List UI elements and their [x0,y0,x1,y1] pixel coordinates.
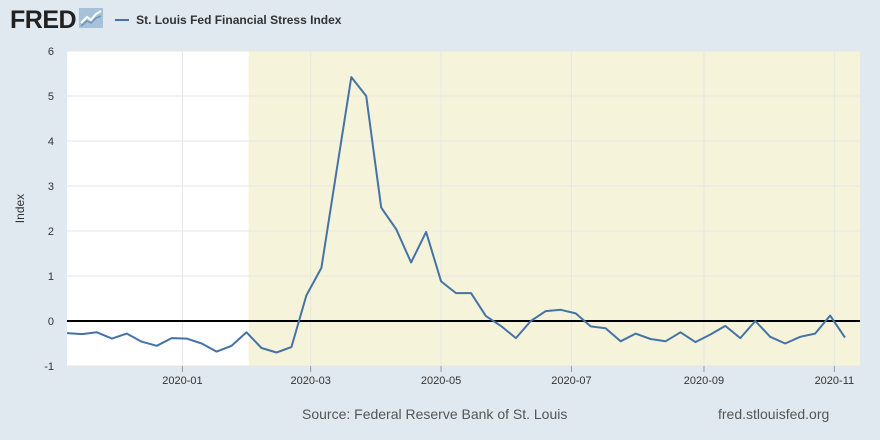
y-tick-label: 3 [48,181,54,193]
source-url[interactable]: fred.stlouisfed.org [718,406,830,422]
series-line[interactable] [66,76,846,354]
fred-logo[interactable]: FRED [10,6,77,34]
y-axis-ticks: -1 0 1 2 3 4 5 6 [44,46,54,373]
chart-line-icon [79,7,104,33]
y-tick-label: 5 [48,91,54,103]
y-tick-label: -1 [44,361,54,373]
source-note: Source: Federal Reserve Bank of St. Loui… [302,406,568,422]
y-tick-label: 0 [48,316,54,328]
legend-label: St. Louis Fed Financial Stress Index [136,13,342,27]
x-tick-label: 2020-07 [551,375,591,387]
x-axis-ticks: 2020-01 2020-03 2020-05 2020-07 2020-09 2020-… [162,366,854,387]
x-tick-label: 2020-03 [290,375,330,387]
x-tick-label: 2020-11 [815,375,855,387]
y-tick-label: 2 [48,226,54,238]
recession-shading [248,51,860,366]
y-tick-label: 6 [48,46,54,58]
grid-lines [67,50,860,367]
x-tick-label: 2020-01 [162,375,202,387]
y-tick-label: 4 [48,136,54,148]
legend[interactable]: St. Louis Fed Financial Stress Index [115,13,341,27]
y-tick-label: 1 [48,271,54,283]
chart-header: FRED St. Louis Fed Financial Stress Inde… [10,6,341,34]
y-axis-label: Index [13,194,27,223]
x-tick-label: 2020-09 [684,375,724,387]
x-tick-label: 2020-05 [421,375,461,387]
legend-swatch [115,19,130,21]
